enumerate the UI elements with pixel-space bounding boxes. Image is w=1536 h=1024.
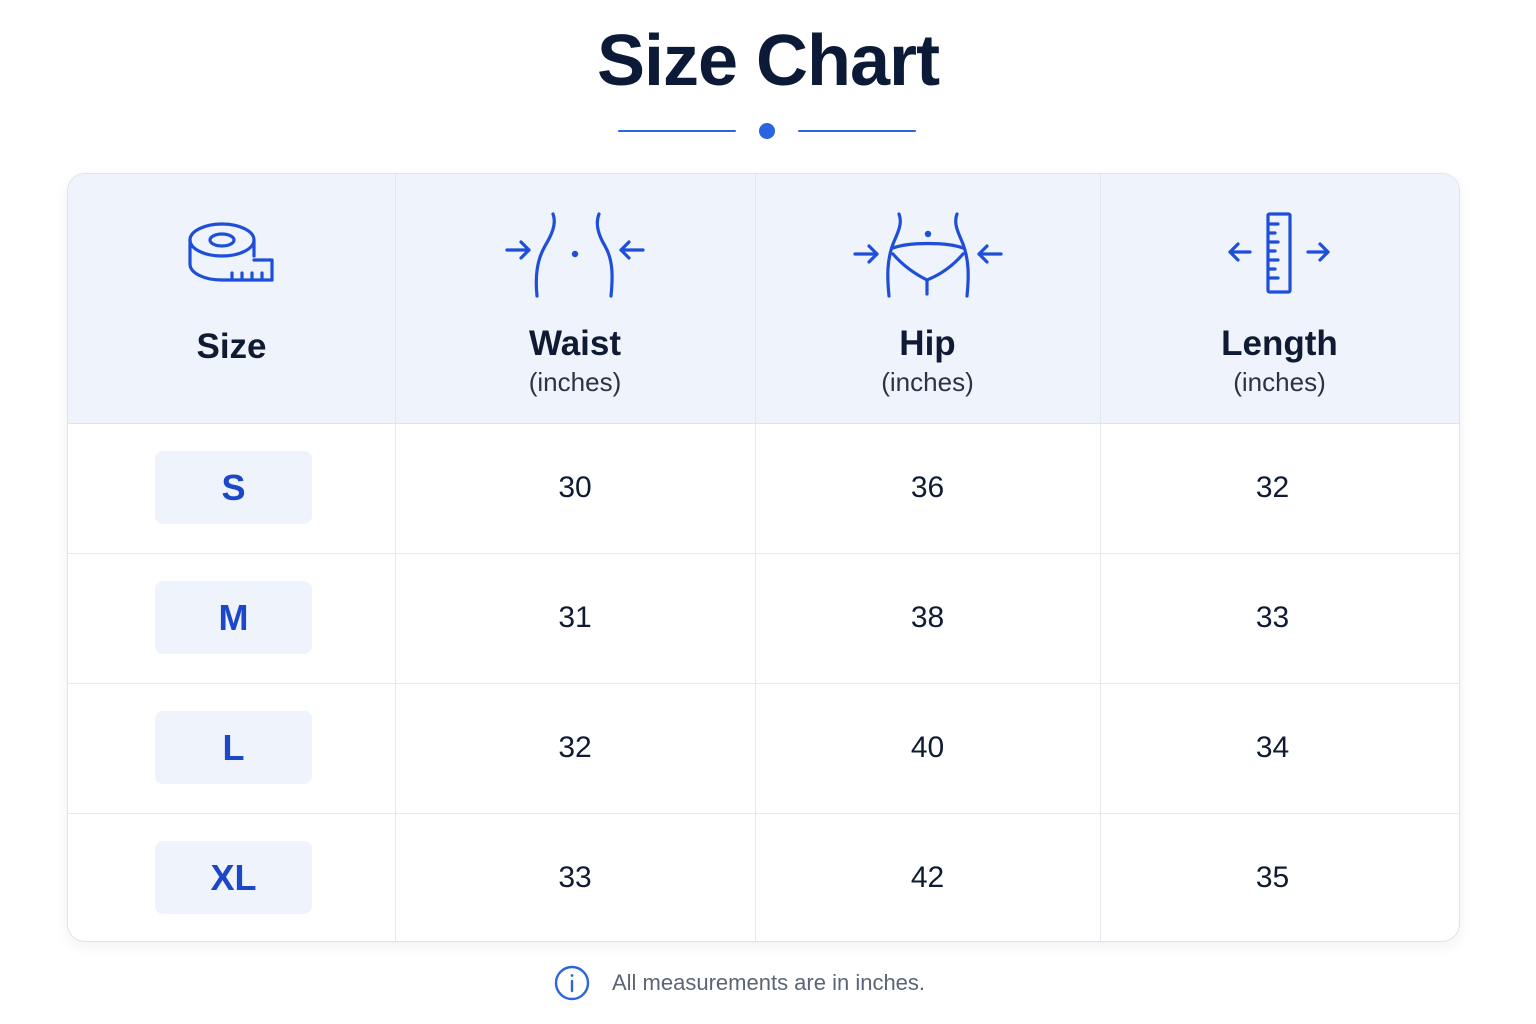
size-badge: M bbox=[155, 581, 312, 654]
hip-value: 38 bbox=[910, 601, 945, 634]
table-header-row: Size Waist (inches) bbox=[68, 174, 1459, 424]
waist-value: 33 bbox=[558, 861, 592, 894]
table-row: M 31 38 33 bbox=[68, 553, 1459, 684]
footer-note: All measurements are in inches. bbox=[554, 964, 925, 1002]
header-unit-length: (inches) bbox=[1233, 367, 1326, 397]
header-cell-waist: Waist (inches) bbox=[395, 174, 755, 423]
size-badge: L bbox=[155, 711, 312, 784]
length-ruler-icon bbox=[1227, 210, 1332, 301]
length-value: 32 bbox=[1255, 471, 1290, 504]
table-row: S 30 36 32 bbox=[68, 423, 1459, 554]
header-cell-length: Length (inches) bbox=[1100, 174, 1459, 423]
info-icon bbox=[554, 965, 590, 1001]
waist-value: 32 bbox=[558, 731, 592, 764]
divider-line-left bbox=[618, 130, 736, 132]
table-row: XL 33 42 35 bbox=[68, 813, 1459, 941]
measuring-tape-icon bbox=[187, 218, 276, 293]
header-label-length: Length bbox=[1221, 324, 1338, 363]
waist-measure-icon bbox=[505, 210, 645, 305]
length-value: 34 bbox=[1255, 731, 1290, 764]
footer-text: All measurements are in inches. bbox=[612, 970, 926, 995]
header-label-size: Size bbox=[196, 327, 267, 366]
hip-measure-icon bbox=[852, 210, 1003, 305]
divider-line-right bbox=[798, 130, 916, 132]
column-divider bbox=[1100, 174, 1101, 941]
header-label-waist: Waist bbox=[528, 324, 622, 363]
table-row: L 32 40 34 bbox=[68, 683, 1459, 814]
size-badge: XL bbox=[155, 841, 312, 914]
size-table: Size Waist (inches) bbox=[67, 173, 1460, 942]
waist-value: 30 bbox=[558, 471, 592, 504]
size-badge: S bbox=[155, 451, 312, 524]
header-label-hip: Hip bbox=[899, 324, 956, 363]
divider-dot bbox=[759, 123, 775, 139]
column-divider bbox=[395, 174, 396, 941]
header-cell-size: Size bbox=[68, 174, 395, 423]
length-value: 33 bbox=[1255, 601, 1290, 634]
header-cell-hip: Hip (inches) bbox=[755, 174, 1100, 423]
page-title: Size Chart bbox=[596, 21, 940, 101]
hip-value: 36 bbox=[910, 471, 945, 504]
waist-value: 31 bbox=[558, 601, 592, 634]
hip-value: 42 bbox=[910, 861, 945, 894]
header-unit-waist: (inches) bbox=[528, 367, 622, 397]
column-divider bbox=[755, 174, 756, 941]
length-value: 35 bbox=[1255, 861, 1290, 894]
title-divider bbox=[618, 122, 918, 140]
header-unit-hip: (inches) bbox=[881, 367, 974, 397]
hip-value: 40 bbox=[910, 731, 945, 764]
